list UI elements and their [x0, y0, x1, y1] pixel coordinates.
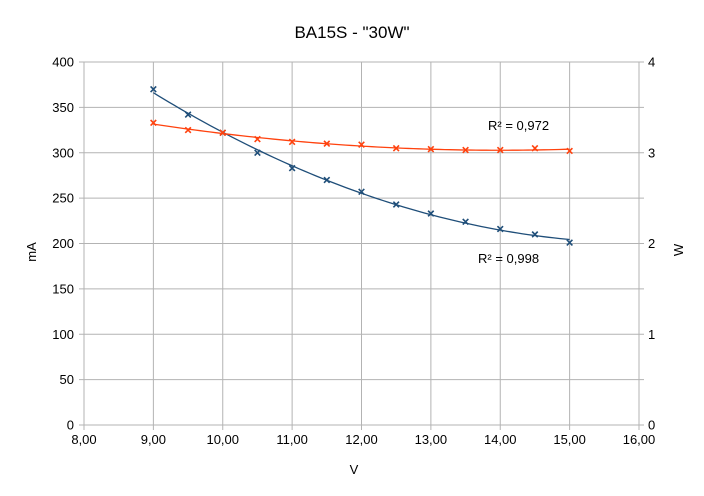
data-point [531, 231, 539, 238]
x-tick-label: 9,00 [141, 432, 166, 447]
y-tick-label: 300 [52, 145, 74, 160]
y2-tick-label: 2 [648, 236, 655, 251]
x-tick-label: 14,00 [484, 432, 517, 447]
data-point [427, 210, 435, 217]
y-tick-label: 150 [52, 281, 74, 296]
x-tick-label: 16,00 [623, 432, 656, 447]
y2-tick-label: 1 [648, 327, 655, 342]
y-axis-ticks: 0 50 100 150 200 250 300 350 400 [52, 55, 74, 433]
data-point [496, 146, 504, 154]
data-point [358, 188, 365, 196]
y-tick-label: 50 [60, 372, 74, 387]
data-point [150, 85, 157, 93]
grid [79, 61, 644, 430]
x-axis-label: V [350, 462, 359, 477]
y-tick-label: 100 [52, 327, 74, 342]
r2-label-power: R² = 0,972 [488, 118, 549, 133]
data-point [323, 140, 331, 148]
data-point [184, 126, 192, 134]
x-tick-label: 11,00 [276, 432, 308, 447]
data-point [531, 144, 539, 152]
y-tick-label: 0 [67, 418, 74, 433]
y-tick-label: 250 [52, 191, 74, 206]
data-point [219, 129, 227, 137]
data-point [427, 145, 435, 153]
data-point [462, 146, 469, 154]
r2-label-current: R² = 0,998 [478, 251, 539, 266]
data-point [184, 111, 192, 119]
y-tick-label: 400 [52, 55, 74, 70]
data-point [254, 135, 261, 143]
y-tick-label: 350 [52, 100, 74, 115]
data-point [254, 149, 261, 157]
data-point [496, 225, 504, 233]
y2-tick-label: 0 [648, 418, 655, 433]
x-tick-label: 12,00 [345, 432, 378, 447]
y2-axis-label: W [671, 243, 686, 256]
data-point [566, 147, 573, 155]
chart-title: BA15S - "30W" [294, 23, 409, 42]
data-point [358, 141, 365, 148]
series-1 [150, 119, 573, 155]
y2-tick-label: 4 [648, 55, 655, 70]
x-tick-label: 13,00 [415, 432, 448, 447]
data-point [150, 119, 157, 127]
y2-tick-label: 3 [648, 145, 655, 160]
x-tick-label: 15,00 [553, 432, 586, 447]
x-axis-ticks: 8,00 9,00 10,00 11,00 12,00 13,00 14,00 15,00 16… [71, 432, 655, 447]
data-point [566, 239, 573, 246]
data-point [323, 176, 331, 184]
data-point [288, 164, 296, 172]
x-tick-label: 10,00 [206, 432, 239, 447]
data-point [392, 201, 400, 208]
y-tick-label: 200 [52, 236, 74, 251]
x-tick-label: 8,00 [71, 432, 96, 447]
data-point [288, 138, 296, 146]
y-axis-label: mA [24, 242, 39, 262]
data-point [462, 218, 469, 226]
series-layer [150, 85, 573, 246]
data-point [392, 144, 400, 152]
y2-axis-ticks: 0 1 2 3 4 [648, 55, 655, 433]
